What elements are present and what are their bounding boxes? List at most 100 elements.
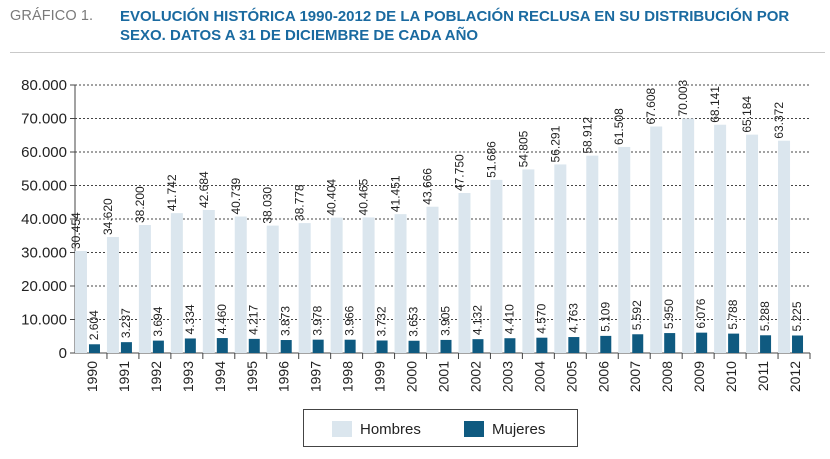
- data-label-mujeres: 3.237: [119, 308, 133, 338]
- bar-mujeres: [792, 335, 804, 353]
- x-tick-label: 2009: [691, 361, 707, 392]
- data-label-hombres: 51.686: [484, 141, 498, 178]
- bar-hombres: [682, 118, 695, 353]
- bar-hombres: [778, 140, 791, 353]
- y-tick-label: 20.000: [21, 278, 67, 295]
- data-label-mujeres: 5.225: [790, 301, 804, 331]
- x-tick-label: 1991: [116, 361, 132, 392]
- x-tick-label: 1990: [84, 361, 100, 392]
- data-label-mujeres: 3.905: [439, 306, 453, 336]
- bar-hombres: [394, 214, 407, 353]
- bar-hombres: [234, 216, 247, 353]
- header-divider: [10, 52, 825, 53]
- bar-mujeres: [632, 334, 644, 353]
- bar-hombres: [458, 193, 471, 353]
- data-label-hombres: 68.141: [708, 86, 722, 123]
- x-tick-label: 1992: [148, 361, 164, 392]
- x-tick-label: 2008: [659, 361, 675, 392]
- y-tick-label: 60.000: [21, 144, 67, 161]
- data-label-hombres: 41.451: [389, 175, 403, 212]
- x-tick-label: 2011: [755, 361, 771, 391]
- data-label-hombres: 43.666: [421, 168, 435, 205]
- legend-label-hombres: Hombres: [360, 420, 421, 438]
- data-label-hombres: 34.620: [101, 198, 115, 235]
- data-label-hombres: 65.184: [740, 96, 754, 133]
- bar-hombres: [106, 237, 119, 353]
- chart-title: EVOLUCIÓN HISTÓRICA 1990-2012 DE LA POBL…: [120, 8, 790, 44]
- bar-mujeres: [248, 338, 260, 353]
- bar-hombres: [490, 179, 503, 353]
- data-label-mujeres: 4.334: [183, 304, 197, 334]
- data-label-mujeres: 5.788: [726, 299, 740, 329]
- bar-mujeres: [568, 337, 580, 353]
- bar-mujeres: [664, 333, 676, 353]
- data-label-mujeres: 4.217: [247, 305, 261, 335]
- bar-mujeres: [88, 344, 100, 353]
- y-tick-label: 80.000: [21, 77, 67, 94]
- x-tick-label: 2007: [627, 361, 643, 392]
- bar-mujeres: [344, 339, 356, 353]
- legend-label-mujeres: Mujeres: [492, 420, 546, 438]
- bar-hombres: [522, 169, 535, 353]
- data-label-hombres: 40.465: [357, 178, 371, 215]
- data-label-hombres: 38.778: [293, 184, 307, 221]
- data-label-mujeres: 4.132: [470, 305, 484, 335]
- data-label-mujeres: 5.592: [630, 300, 644, 330]
- data-label-mujeres: 4.763: [566, 303, 580, 333]
- bar-hombres: [170, 213, 183, 353]
- bar-mujeres: [696, 332, 708, 353]
- bar-mujeres: [440, 339, 452, 353]
- bar-mujeres: [504, 338, 516, 353]
- data-label-mujeres: 4.570: [534, 303, 548, 333]
- bar-mujeres: [536, 337, 548, 353]
- x-tick-label: 2001: [436, 361, 452, 392]
- data-label-hombres: 42.684: [197, 171, 211, 208]
- y-tick-label: 40.000: [21, 211, 67, 228]
- bar-hombres: [746, 134, 759, 353]
- x-tick-label: 1993: [180, 361, 196, 392]
- data-label-hombres: 58.912: [580, 117, 594, 154]
- bar-mujeres: [728, 333, 740, 353]
- bar-mujeres: [408, 340, 420, 353]
- data-label-hombres: 40.404: [325, 179, 339, 216]
- figure-label: GRÁFICO 1.: [10, 8, 94, 24]
- chart-legend: Hombres Mujeres: [303, 409, 578, 447]
- y-tick-label: 50.000: [21, 178, 67, 195]
- bar-hombres: [586, 155, 599, 353]
- bar-hombres: [426, 206, 439, 353]
- data-label-mujeres: 2.604: [87, 310, 101, 340]
- bar-mujeres: [760, 335, 772, 353]
- data-label-hombres: 40.739: [229, 177, 243, 214]
- data-label-hombres: 63.372: [772, 102, 786, 139]
- y-tick-label: 70.000: [21, 111, 67, 128]
- x-tick-label: 1999: [372, 361, 388, 392]
- bar-hombres: [298, 223, 311, 353]
- data-label-hombres: 38.200: [133, 186, 147, 223]
- data-label-mujeres: 3.732: [375, 306, 389, 336]
- bar-hombres: [554, 164, 567, 353]
- bar-hombres: [650, 126, 663, 353]
- x-tick-label: 1995: [244, 361, 260, 392]
- x-tick-label: 2004: [531, 361, 547, 392]
- x-tick-label: 2003: [499, 361, 515, 392]
- x-tick-label: 2012: [787, 361, 803, 392]
- legend-swatch-hombres: [332, 421, 352, 437]
- data-label-hombres: 56.291: [548, 125, 562, 162]
- legend-item-mujeres: Mujeres: [464, 420, 546, 438]
- data-label-hombres: 70.003: [676, 79, 690, 116]
- data-label-mujeres: 5.288: [758, 301, 772, 331]
- bar-hombres: [74, 250, 87, 353]
- y-tick-label: 30.000: [21, 245, 67, 262]
- data-label-mujeres: 3.966: [343, 305, 357, 335]
- bar-hombres: [330, 217, 343, 353]
- bar-hombres: [202, 210, 215, 353]
- bar-mujeres: [120, 342, 132, 353]
- data-label-hombres: 47.750: [452, 154, 466, 191]
- bar-mujeres: [184, 338, 196, 353]
- data-label-mujeres: 5.109: [598, 302, 612, 332]
- legend-swatch-mujeres: [464, 421, 484, 437]
- bar-mujeres: [216, 338, 228, 353]
- bar-mujeres: [280, 340, 292, 353]
- bar-hombres: [138, 225, 151, 353]
